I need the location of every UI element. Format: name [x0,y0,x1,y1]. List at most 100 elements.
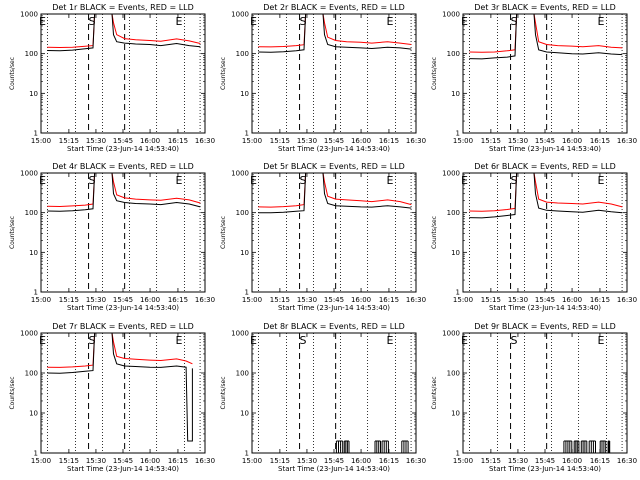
events-series-line [533,13,623,56]
y-tick-label: 100 [236,370,249,378]
events-spike-group [343,440,350,453]
x-tick-label: 15:45 [113,296,133,304]
lld-series-line [47,13,96,49]
events-series-line [258,172,307,214]
y-tick-label: 10 [29,410,38,418]
x-tick-label: 16:00 [351,137,371,145]
y-tick-label: 10 [29,249,38,257]
x-tick-label: 15:30 [86,457,106,465]
events-spike-group [607,440,611,453]
plot-frame [462,332,628,454]
x-axis-label: Start Time (23-Jun-14 14:53:40) [489,145,601,153]
interval-marker-label: S [300,174,307,187]
interval-marker-label: E [39,15,46,28]
lld-series-line [322,172,412,206]
x-tick-label: 16:30 [617,457,637,465]
events-series-line [258,13,307,53]
plot-frame [462,13,628,134]
lld-series-line [469,13,518,53]
x-tick-label: 15:45 [535,296,555,304]
events-series-line [111,172,201,208]
x-tick-label: 15:00 [31,296,51,304]
interval-marker-label: S [300,15,307,28]
panel-1: Det 1r BLACK = Events, RED = LLD 1 10 100 10… [9,3,215,153]
y-tick-label: 1000 [231,330,249,338]
plot-frame [251,13,417,134]
x-axis-label: Start Time (23-Jun-14 14:53:40) [67,304,179,312]
events-spike-group [374,440,381,453]
x-tick-label: 16:00 [562,296,582,304]
lld-series-line [533,13,623,49]
interval-marker-label: E [175,15,182,28]
x-tick-label: 15:15 [270,296,290,304]
y-tick-label: 1000 [442,330,460,338]
y-tick-label: 1000 [231,170,249,178]
y-axis-label: Counts/sec [220,216,227,249]
x-tick-label: 16:00 [140,457,160,465]
x-tick-label: 16:30 [195,296,215,304]
x-tick-label: 15:30 [86,137,106,145]
x-tick-label: 16:15 [590,137,610,145]
x-tick-label: 16:15 [590,457,610,465]
x-tick-label: 16:15 [379,137,399,145]
plot-frame [40,332,206,454]
x-tick-label: 16:30 [195,457,215,465]
interval-marker-label: S [511,174,518,187]
x-tick-label: 15:15 [481,137,501,145]
events-spike-group [580,440,588,453]
interval-marker-label: E [461,174,468,187]
x-tick-label: 16:00 [562,137,582,145]
x-tick-label: 16:15 [590,296,610,304]
interval-marker-label: E [597,15,604,28]
interval-marker-label: S [89,15,96,28]
x-tick-label: 16:15 [168,457,188,465]
y-tick-label: 10 [451,410,460,418]
interval-marker-label: E [461,334,468,347]
x-tick-label: 15:00 [453,137,473,145]
y-tick-label: 1000 [231,11,249,19]
interval-marker-label: E [175,334,182,347]
interval-marker-label: E [250,334,257,347]
panel-title: Det 3r BLACK = Events, RED = LLD [474,3,616,12]
x-tick-label: 15:30 [508,137,528,145]
interval-marker-label: E [175,174,182,187]
x-axis-label: Start Time (23-Jun-14 14:53:40) [489,465,601,473]
y-tick-label: 10 [240,249,249,257]
lld-series-line [322,13,412,45]
interval-marker-label: E [250,174,257,187]
y-tick-label: 1 [34,289,38,297]
x-tick-label: 15:30 [508,296,528,304]
x-tick-label: 16:30 [406,137,426,145]
x-tick-label: 16:00 [351,296,371,304]
x-tick-label: 15:15 [59,296,79,304]
events-series-line [533,172,623,214]
interval-marker-label: S [89,334,96,347]
y-tick-label: 1000 [442,11,460,19]
x-tick-label: 15:45 [324,296,344,304]
y-tick-label: 1000 [20,11,38,19]
events-series-line [111,13,201,48]
x-tick-label: 15:15 [270,137,290,145]
y-axis-label: Counts/sec [431,216,438,249]
x-tick-label: 15:00 [453,296,473,304]
y-tick-label: 100 [447,50,460,58]
interval-marker-label: S [511,334,518,347]
plot-frame [40,13,206,134]
y-tick-label: 100 [447,209,460,217]
x-tick-label: 16:15 [168,137,188,145]
events-spike-group [563,440,573,453]
panel-2: Det 2r BLACK = Events, RED = LLD 1 10 100 10… [220,3,426,153]
events-spike-group [588,440,596,453]
x-tick-label: 15:00 [242,457,262,465]
interval-marker-label: E [597,174,604,187]
y-axis-label: Counts/sec [9,376,16,409]
panel-title: Det 8r BLACK = Events, RED = LLD [263,322,405,331]
interval-marker-label: E [386,334,393,347]
y-tick-label: 1 [456,130,460,138]
panel-5: Det 5r BLACK = Events, RED = LLD 1 10 100 10… [220,162,426,312]
panel-3: Det 3r BLACK = Events, RED = LLD 1 10 100 10… [431,3,637,153]
y-tick-label: 100 [25,50,38,58]
x-tick-label: 16:00 [351,457,371,465]
y-tick-label: 1 [456,450,460,458]
y-tick-label: 1 [245,130,249,138]
